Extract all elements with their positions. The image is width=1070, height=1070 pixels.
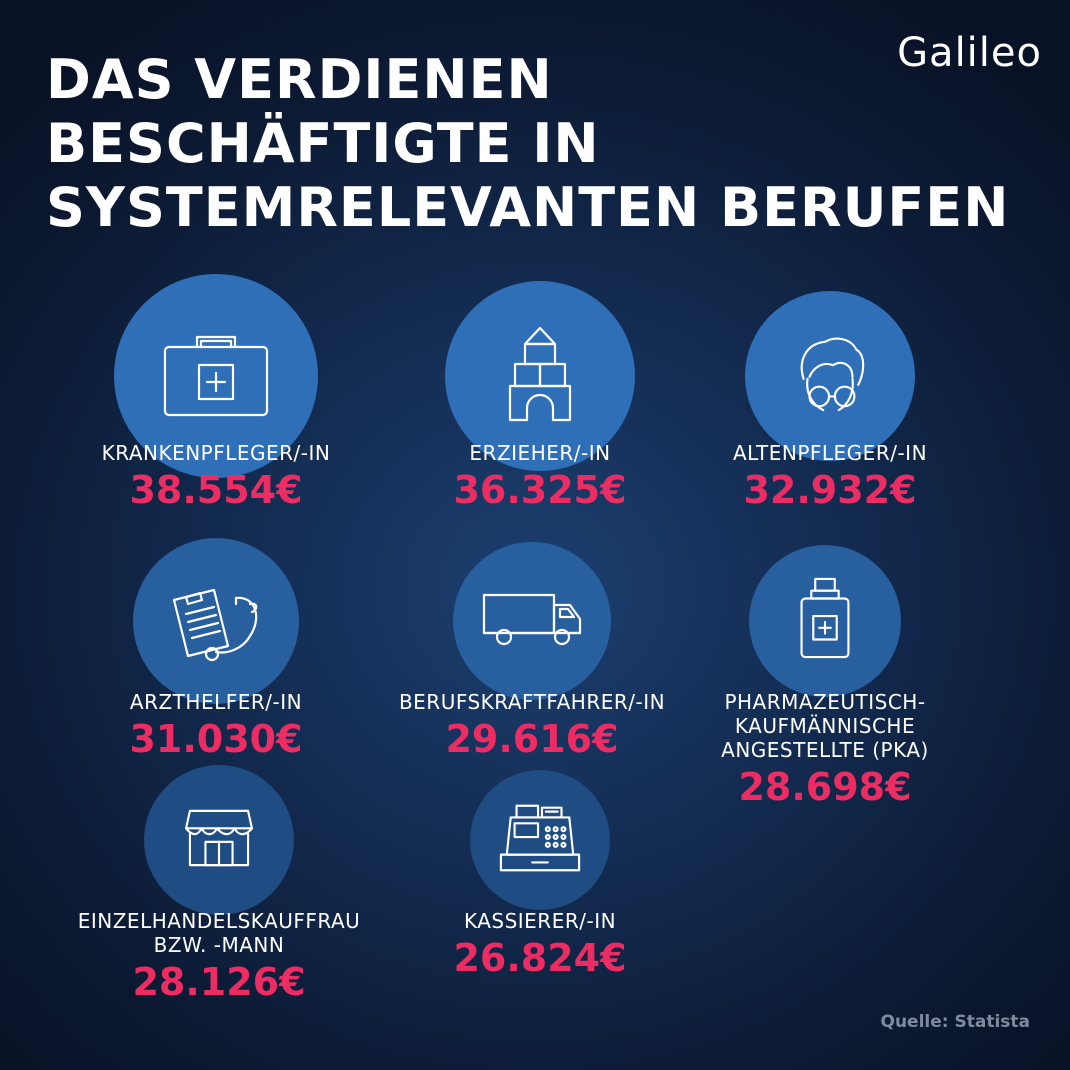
title-line-3: SYSTEMRELEVANTEN BERUFEN (46, 176, 1010, 239)
job-label-line: EINZELHANDELSKAUFFRAU (77, 909, 361, 933)
job-label-line: ARZTHELFER/-IN (129, 690, 303, 714)
galileo-logo: Galileo (897, 30, 1042, 76)
job-label: ALTENPFLEGER/-IN (660, 441, 1000, 465)
cash-register-icon (499, 804, 581, 872)
truck-icon (482, 593, 582, 646)
job-label-line: BZW. -MANN (153, 933, 285, 957)
icon-circle (470, 770, 610, 910)
building-blocks-icon (508, 326, 572, 422)
icon-circle (453, 542, 611, 700)
job-label-line: ERZIEHER/-IN (469, 441, 611, 465)
job-label-line: KASSIERER/-IN (463, 909, 617, 933)
salary-value: 38.554€ (129, 468, 303, 512)
job-label-line: KAUFMÄNNISCHE (734, 714, 916, 738)
job-label-line: PHARMAZEUTISCH- (724, 690, 926, 714)
salary-value: 31.030€ (129, 717, 303, 761)
salary-value: 28.126€ (132, 960, 306, 1004)
title-line-2: BESCHÄFTIGTE IN (46, 112, 600, 175)
job-label: KRANKENPFLEGER/-IN (46, 441, 386, 465)
shop-icon (184, 809, 254, 867)
salary-value: 32.932€ (743, 468, 917, 512)
title-line-1: DAS VERDIENEN (46, 48, 553, 111)
job-label-line: BERUFSKRAFTFAHRER/-IN (398, 690, 666, 714)
page-title: DAS VERDIENEN BESCHÄFTIGTE IN SYSTEMRELE… (46, 48, 1009, 240)
job-label-line: ANGESTELLTE (PKA) (721, 738, 929, 762)
icon-circle (745, 291, 915, 461)
job-label: ERZIEHER/-IN (370, 441, 710, 465)
salary-value: 28.698€ (738, 765, 912, 809)
job-label: EINZELHANDELSKAUFFRAU BZW. -MANN (49, 909, 389, 957)
job-label: KASSIERER/-IN (370, 909, 710, 933)
job-label: BERUFSKRAFTFAHRER/-IN (362, 690, 702, 714)
salary-value: 26.824€ (453, 936, 627, 980)
job-label-line: ALTENPFLEGER/-IN (732, 441, 928, 465)
first-aid-kit-icon (163, 335, 269, 417)
icon-circle (133, 538, 299, 704)
elderly-person-icon (800, 337, 865, 412)
clipboard-stethoscope-icon (172, 588, 258, 662)
salary-value: 36.325€ (453, 468, 627, 512)
medicine-bottle-icon (800, 577, 850, 659)
salary-value: 29.616€ (445, 717, 619, 761)
job-label: PHARMAZEUTISCH- KAUFMÄNNISCHE ANGESTELLTE … (655, 690, 995, 762)
source-note: Quelle: Statista (880, 1012, 1031, 1032)
job-label-line: KRANKENPFLEGER/-IN (101, 441, 331, 465)
icon-circle (144, 765, 294, 915)
job-label: ARZTHELFER/-IN (46, 690, 386, 714)
